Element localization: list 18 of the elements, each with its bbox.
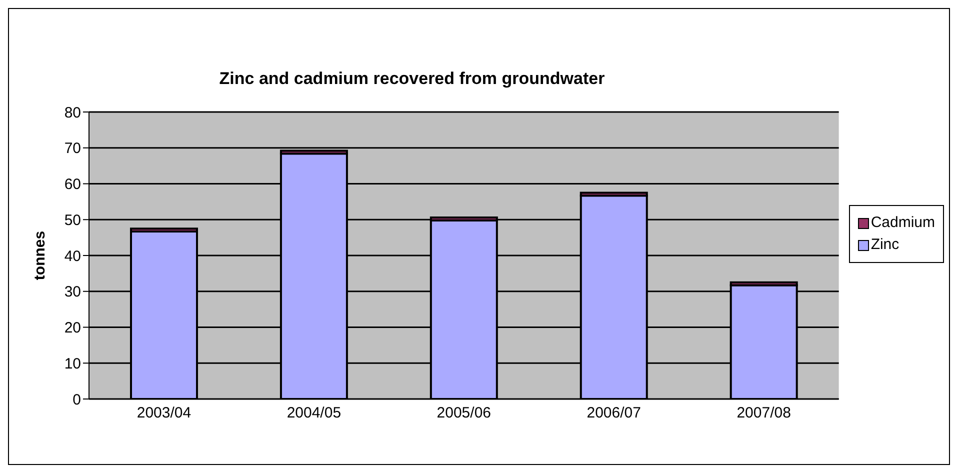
y-tick-label: 70 [64,140,81,158]
x-tick-label: 2003/04 [136,404,192,422]
x-tick-label: 2006/07 [586,404,641,422]
y-tick-label: 80 [64,104,81,122]
legend-label: Cadmium [870,213,935,233]
y-tick-label: 40 [64,248,81,265]
x-tick-label: 2004/05 [286,404,342,422]
y-tick-label: 10 [64,355,81,372]
y-tick-label: 0 [72,391,81,408]
legend-label: Zinc [870,235,900,255]
y-tick-label: 60 [64,176,81,194]
y-tick-label: 20 [64,320,81,337]
y-axis-title: tonnes [31,230,48,280]
x-tick-label: 2007/08 [736,404,791,422]
y-tick-label: 50 [64,212,81,229]
y-tick-label: 30 [64,284,81,301]
chart-title: Zinc and cadmium recovered from groundwater [218,69,606,89]
x-tick-label: 2005/06 [436,404,492,422]
